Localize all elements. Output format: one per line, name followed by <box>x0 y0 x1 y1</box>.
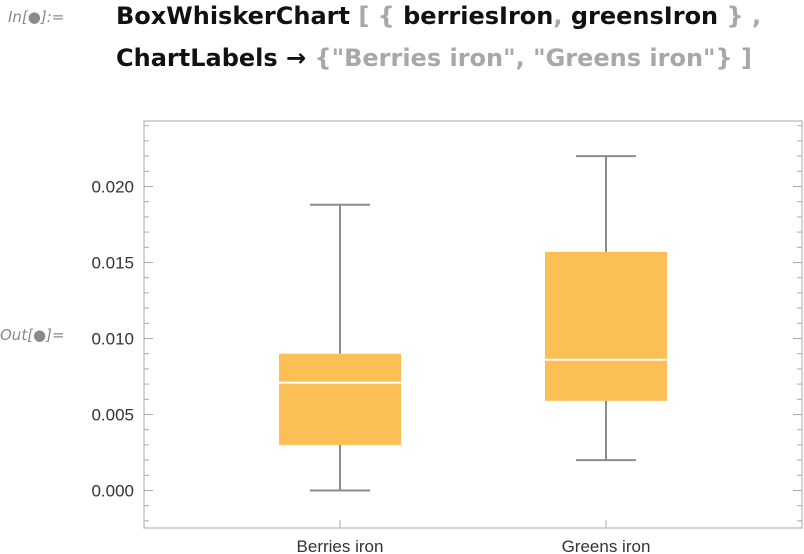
y-tick-label: 0.020 <box>91 178 134 197</box>
y-tick-label: 0.015 <box>91 254 134 273</box>
code-line-1[interactable]: BoxWhiskerChart [ { berriesIron, greensI… <box>116 2 761 30</box>
x-category-label: Greens iron <box>562 537 651 554</box>
open-brackets: [ { <box>358 2 395 30</box>
input-cell-label: In[●]:= <box>8 8 65 26</box>
option-value: {"Berries iron", "Greens iron"} ] <box>314 44 752 72</box>
rule-arrow: → <box>286 44 307 72</box>
code-line-2[interactable]: ChartLabels → {"Berries iron", "Greens i… <box>116 44 752 72</box>
close-brace: } , <box>726 2 762 30</box>
comma: , <box>553 2 563 30</box>
function-name: BoxWhiskerChart <box>116 2 350 30</box>
argument-berries: berriesIron <box>403 2 554 30</box>
box-1 <box>279 353 401 445</box>
option-name: ChartLabels <box>116 44 278 72</box>
plot-frame <box>143 120 803 529</box>
box-2 <box>545 251 667 401</box>
y-tick-label: 0.010 <box>91 330 134 349</box>
y-tick-label: 0.005 <box>91 406 134 425</box>
y-tick-label: 0.000 <box>91 482 134 501</box>
output-cell-label: Out[●]= <box>0 326 65 344</box>
argument-greens: greensIron <box>570 2 719 30</box>
x-category-label: Berries iron <box>297 537 384 554</box>
